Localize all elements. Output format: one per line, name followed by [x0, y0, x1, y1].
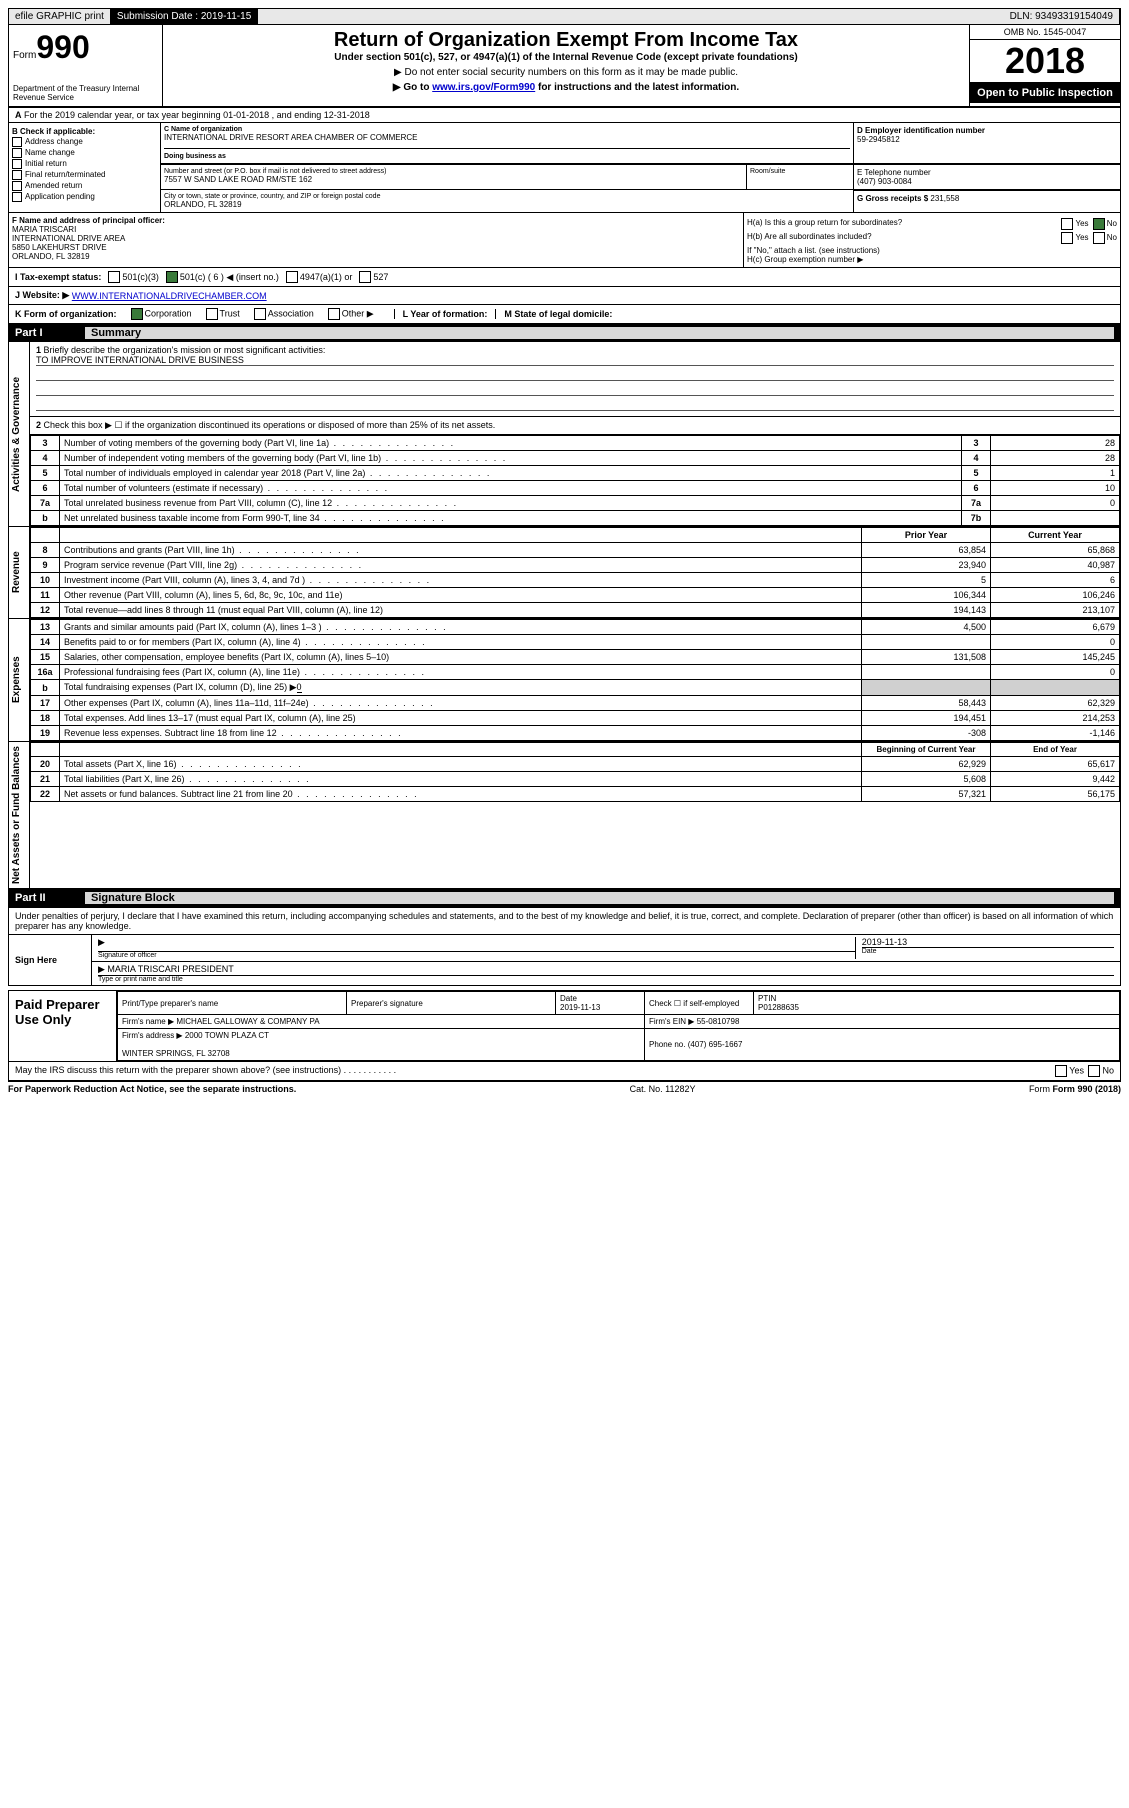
check-name[interactable] [12, 148, 22, 158]
signature-block: Under penalties of perjury, I declare th… [8, 907, 1121, 986]
check-amended[interactable] [12, 181, 22, 191]
section-f: F Name and address of principal officer:… [9, 213, 744, 267]
check-address[interactable] [12, 137, 22, 147]
section-h: H(a) Is this a group return for subordin… [744, 213, 1120, 267]
mission-text: TO IMPROVE INTERNATIONAL DRIVE BUSINESS [36, 355, 244, 365]
discuss-yes[interactable] [1055, 1065, 1067, 1077]
goto-prefix: ▶ Go to [393, 82, 432, 93]
omb-number: OMB No. 1545-0047 [970, 25, 1120, 40]
hb-no[interactable] [1093, 232, 1105, 244]
irs-link[interactable]: www.irs.gov/Form990 [432, 82, 535, 93]
k-corp[interactable] [131, 308, 143, 320]
vlabel-revenue: Revenue [9, 527, 30, 618]
discuss-label: May the IRS discuss this return with the… [15, 1065, 341, 1075]
k-other[interactable] [328, 308, 340, 320]
vlabel-netassets: Net Assets or Fund Balances [9, 742, 30, 888]
page-footer: For Paperwork Reduction Act Notice, see … [8, 1081, 1121, 1096]
k-assoc[interactable] [254, 308, 266, 320]
i-501c3[interactable] [108, 271, 120, 283]
goto-suffix: for instructions and the latest informat… [535, 82, 739, 93]
vlabel-expenses: Expenses [9, 619, 30, 741]
ha-yes[interactable] [1061, 218, 1073, 230]
dept-label: Department of the Treasury Internal Reve… [13, 84, 158, 102]
ha-no[interactable] [1093, 218, 1105, 230]
part2-header: Part II Signature Block [8, 889, 1121, 907]
netassets-table: Beginning of Current YearEnd of Year 20T… [30, 742, 1120, 802]
tax-year: 2018 [970, 40, 1120, 83]
sign-here-label: Sign Here [9, 935, 92, 985]
row-k: K Form of organization: Corporation Trus… [8, 305, 1121, 324]
part1-header: Part I Summary [8, 324, 1121, 342]
open-inspection: Open to Public Inspection [970, 83, 1120, 103]
firm-ein: 55-0810798 [697, 1017, 740, 1026]
i-501c[interactable] [166, 271, 178, 283]
top-bar: efile GRAPHIC print Submission Date : 20… [8, 8, 1121, 25]
state-domicile: M State of legal domicile: [504, 309, 612, 319]
dln: DLN: 93493319154049 [1004, 9, 1120, 24]
subtitle-1: Under section 501(c), 527, or 4947(a)(1)… [167, 52, 965, 63]
phone-label: E Telephone number [857, 168, 1117, 177]
gross-label: G Gross receipts $ [857, 194, 928, 203]
i-4947[interactable] [286, 271, 298, 283]
address: 7557 W SAND LAKE ROAD RM/STE 162 [164, 175, 743, 184]
i-527[interactable] [359, 271, 371, 283]
ptin: P01288635 [758, 1003, 799, 1012]
revenue-table: Prior YearCurrent Year 8Contributions an… [30, 527, 1120, 618]
section-b: B Check if applicable: Address change Na… [9, 123, 161, 212]
officer-name: MARIA TRISCARI PRESIDENT [107, 964, 233, 974]
gross-value: 231,558 [930, 194, 959, 203]
expenses-table: 13Grants and similar amounts paid (Part … [30, 619, 1120, 741]
preparer-block: Paid Preparer Use Only Print/Type prepar… [8, 990, 1121, 1062]
hb-yes[interactable] [1061, 232, 1073, 244]
row-i: I Tax-exempt status: 501(c)(3) 501(c) ( … [8, 268, 1121, 287]
subtitle-2: ▶ Do not enter social security numbers o… [167, 67, 965, 78]
discuss-no[interactable] [1088, 1065, 1100, 1077]
org-name: INTERNATIONAL DRIVE RESORT AREA CHAMBER … [164, 133, 850, 142]
submission-date: Submission Date : 2019-11-15 [111, 9, 258, 24]
vlabel-activities: Activities & Governance [9, 342, 30, 526]
ein-label: D Employer identification number [857, 126, 985, 135]
efile-label: efile GRAPHIC print [9, 9, 111, 24]
row-j: J Website: ▶ WWW.INTERNATIONALDRIVECHAMB… [8, 287, 1121, 305]
sign-date: 2019-11-13 [862, 937, 1114, 947]
form-header: Form 990 Department of the Treasury Inte… [8, 25, 1121, 108]
form-number: 990 [36, 29, 89, 66]
city-state: ORLANDO, FL 32819 [164, 200, 850, 209]
row-a: A For the 2019 calendar year, or tax yea… [8, 108, 1121, 123]
firm-name: MICHAEL GALLOWAY & COMPANY PA [176, 1017, 319, 1026]
governance-table: 3Number of voting members of the governi… [30, 435, 1120, 526]
form-word: Form [13, 50, 36, 61]
form-title: Return of Organization Exempt From Incom… [167, 29, 965, 52]
phone-value: (407) 903-0084 [857, 177, 1117, 186]
year-formation: L Year of formation: [403, 309, 488, 319]
check-initial[interactable] [12, 159, 22, 169]
ein-value: 59-2945812 [857, 135, 1117, 144]
website-link[interactable]: WWW.INTERNATIONALDRIVECHAMBER.COM [72, 291, 267, 301]
check-pending[interactable] [12, 192, 22, 202]
k-trust[interactable] [206, 308, 218, 320]
firm-phone: (407) 695-1667 [688, 1040, 743, 1049]
check-final[interactable] [12, 170, 22, 180]
